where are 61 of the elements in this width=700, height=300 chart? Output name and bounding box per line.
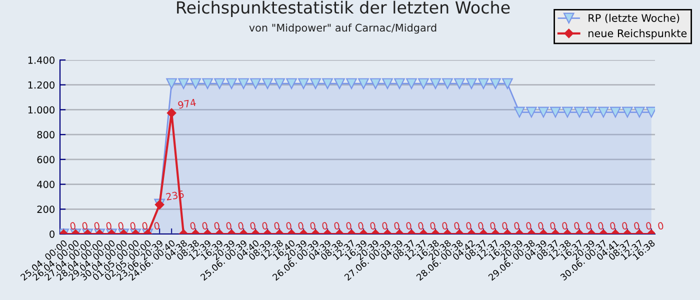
legend-label: neue Reichspunkte bbox=[588, 29, 687, 40]
data-label: 0 bbox=[622, 222, 628, 230]
data-label: 0 bbox=[214, 222, 220, 230]
y-tick-label: 200 bbox=[37, 206, 54, 213]
data-label: 0 bbox=[334, 222, 340, 230]
data-label: 0 bbox=[610, 222, 616, 230]
data-label: 0 bbox=[322, 222, 328, 230]
data-label: 0 bbox=[658, 222, 664, 230]
data-label: 0 bbox=[466, 222, 472, 230]
data-label: 0 bbox=[442, 222, 448, 230]
data-label: 0 bbox=[634, 222, 640, 230]
data-label: 0 bbox=[646, 222, 652, 230]
y-tick-label: 1.200 bbox=[28, 81, 54, 89]
y-tick-label: 400 bbox=[37, 180, 54, 188]
y-tick-label: 1.400 bbox=[28, 56, 54, 64]
data-label: 0 bbox=[514, 222, 520, 230]
data-label: 0 bbox=[358, 222, 364, 230]
data-label: 0 bbox=[94, 222, 100, 230]
y-tick-label: 0 bbox=[50, 230, 54, 238]
data-label: 0 bbox=[526, 222, 532, 230]
data-label: 0 bbox=[478, 222, 484, 230]
data-label: 0 bbox=[586, 222, 592, 230]
data-label: 0 bbox=[262, 222, 268, 230]
data-label: 0 bbox=[490, 222, 496, 230]
data-label: 0 bbox=[382, 222, 388, 230]
data-label: 0 bbox=[154, 222, 160, 230]
data-label: 0 bbox=[226, 222, 232, 230]
data-label: 0 bbox=[574, 222, 580, 230]
data-label: 0 bbox=[394, 222, 400, 230]
data-label: 0 bbox=[274, 222, 280, 230]
data-label: 0 bbox=[250, 222, 256, 230]
data-label: 0 bbox=[418, 222, 424, 230]
data-label: 974 bbox=[178, 98, 196, 109]
data-label: 0 bbox=[502, 222, 508, 230]
data-label: 0 bbox=[190, 222, 196, 230]
data-label: 0 bbox=[106, 222, 112, 230]
data-label: 0 bbox=[454, 222, 460, 230]
data-label: 0 bbox=[310, 222, 316, 230]
data-label: 0 bbox=[202, 222, 208, 230]
y-tick-label: 600 bbox=[37, 156, 54, 164]
data-label: 0 bbox=[430, 222, 436, 230]
data-label: 0 bbox=[406, 222, 412, 230]
y-tick-label: 800 bbox=[37, 131, 54, 138]
data-label: 0 bbox=[562, 222, 568, 230]
data-label: 0 bbox=[130, 222, 136, 230]
data-label: 0 bbox=[370, 222, 376, 230]
chart-title: Reichspunktestatistik der letzten Woche bbox=[177, 0, 510, 17]
data-label: 0 bbox=[286, 222, 292, 230]
data-label: 0 bbox=[118, 222, 124, 230]
data-label: 0 bbox=[598, 222, 604, 230]
data-label: 0 bbox=[70, 222, 76, 230]
chart-subtitle: von "Midpower" auf Carnac/Midgard bbox=[249, 24, 436, 34]
data-label: 0 bbox=[550, 222, 556, 230]
data-label: 0 bbox=[238, 222, 244, 230]
legend-label: RP (letzte Woche) bbox=[588, 14, 680, 24]
data-label: 0 bbox=[142, 222, 148, 230]
data-label: 0 bbox=[346, 222, 352, 230]
data-label: 0 bbox=[82, 222, 88, 230]
data-label: 0 bbox=[298, 222, 304, 230]
data-label: 0 bbox=[538, 222, 544, 230]
y-tick-label: 1.000 bbox=[28, 106, 54, 114]
